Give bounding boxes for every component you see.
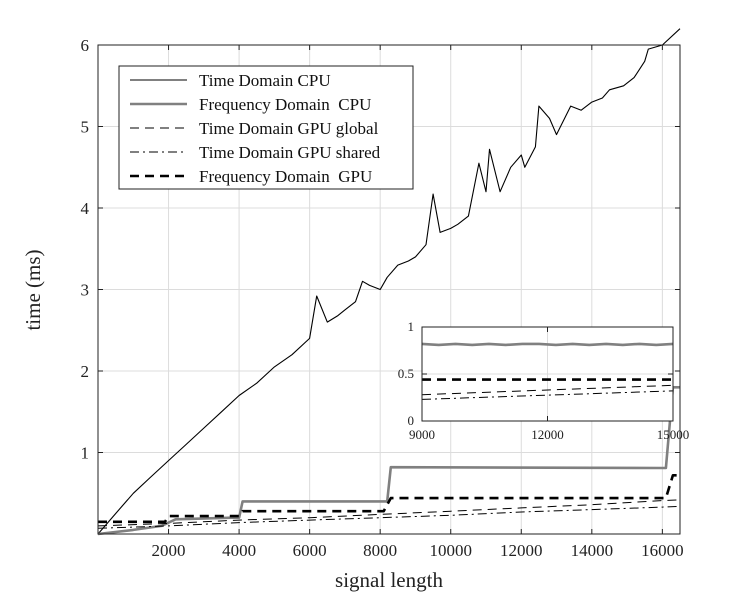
legend-label: Frequency Domain CPU — [199, 95, 371, 114]
inset-series-dashed-thin-black — [421, 384, 674, 396]
legend-label: Time Domain GPU global — [199, 119, 379, 138]
inset-y-tick-label: 0.5 — [398, 366, 414, 381]
main-y-tick-label: 5 — [81, 118, 90, 137]
main-y-tick-label: 2 — [81, 362, 90, 381]
inset-series-dashdot-thin-black — [421, 390, 674, 400]
main-x-tick-label: 4000 — [222, 541, 256, 560]
main-x-tick-label: 10000 — [429, 541, 472, 560]
legend-label: Time Domain GPU shared — [199, 143, 381, 162]
main-x-tick-label: 12000 — [500, 541, 543, 560]
main-y-tick-label: 6 — [81, 36, 90, 55]
inset-chart: 9000 12000 15000 0 0.5 1 — [398, 319, 690, 442]
inset-y-tick-label: 1 — [408, 319, 415, 334]
main-series-time-domain-cpu — [97, 28, 681, 535]
main-x-tick-label: 16000 — [641, 541, 684, 560]
main-y-tick-label: 4 — [81, 199, 90, 218]
inset-x-tick-label: 15000 — [657, 427, 690, 442]
main-x-tick-label: 2000 — [152, 541, 186, 560]
main-y-tick-label: 3 — [81, 281, 90, 300]
main-ticks: 2000 4000 6000 8000 10000 12000 14000 16000 1 2 3 4… — [81, 36, 684, 560]
main-x-tick-label: 14000 — [571, 541, 614, 560]
inset-series — [421, 342, 674, 400]
inset-series-solid-thick-gray — [421, 342, 674, 347]
main-series-frequency-domain-gpu — [98, 473, 680, 524]
x-axis-label: signal length — [335, 568, 443, 592]
main-series — [97, 28, 681, 536]
inset-x-tick-label: 9000 — [409, 427, 435, 442]
main-series-time-domain-gpu-global — [97, 499, 681, 527]
legend-label: Frequency Domain GPU — [199, 167, 372, 186]
main-x-tick-label: 8000 — [363, 541, 397, 560]
inset-y-tick-label: 0 — [408, 413, 415, 428]
legend-label: Time Domain CPU — [199, 71, 331, 90]
inset-ticks: 9000 12000 15000 0 0.5 1 — [398, 319, 690, 442]
main-series-frequency-domain-cpu — [97, 385, 680, 536]
main-x-tick-label: 6000 — [293, 541, 327, 560]
legend: Time Domain CPU Frequency Domain CPU Time … — [118, 65, 414, 190]
main-series-time-domain-gpu-shared — [97, 505, 681, 529]
inset-x-tick-label: 12000 — [531, 427, 564, 442]
main-y-tick-label: 1 — [81, 444, 90, 463]
y-axis-label: time (ms) — [21, 249, 45, 330]
